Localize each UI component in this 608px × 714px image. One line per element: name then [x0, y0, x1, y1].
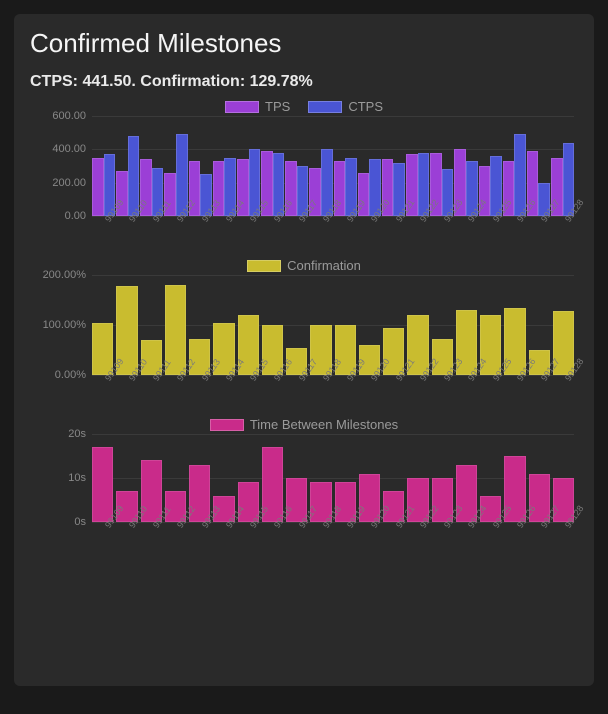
x-tick-label: 99124	[456, 524, 477, 558]
panel-title: Confirmed Milestones	[30, 28, 580, 59]
chart3-legend: Time Between Milestones	[28, 417, 580, 432]
x-tick-label: 99113	[189, 524, 210, 558]
y-tick-label: 0.00%	[32, 369, 86, 381]
y-tick-label: 100.00%	[32, 319, 86, 331]
x-tick-label: 99114	[213, 524, 234, 558]
x-tick-label: 99126	[504, 377, 525, 411]
confirmation-chart: Confirmation 0.00%100.00%200.00% 9910999…	[28, 258, 580, 411]
x-tick-label: 99120	[359, 377, 380, 411]
legend-tps: TPS	[225, 99, 290, 114]
legend-label-confirmation: Confirmation	[287, 258, 361, 273]
x-tick-label: 99109	[92, 524, 113, 558]
legend-ctps: CTPS	[308, 99, 383, 114]
legend-label-tbm: Time Between Milestones	[250, 417, 398, 432]
x-tick-label: 99114	[213, 218, 234, 252]
x-tick-label: 99127	[529, 218, 550, 252]
x-tick-label: 99111	[141, 377, 162, 411]
x-tick-label: 99127	[529, 524, 550, 558]
x-tick-label: 99121	[383, 377, 404, 411]
x-tick-label: 99117	[286, 377, 307, 411]
y-tick-label: 0.00	[32, 210, 86, 222]
x-tick-label: 99120	[359, 218, 380, 252]
x-tick-label: 99126	[504, 524, 525, 558]
x-tick-label: 99120	[359, 524, 380, 558]
x-tick-label: 99116	[262, 218, 283, 252]
x-tick-label: 99109	[92, 377, 113, 411]
x-tick-label: 99119	[335, 377, 356, 411]
legend-label-ctps: CTPS	[348, 99, 383, 114]
x-tick-label: 99118	[310, 218, 331, 252]
x-tick-label: 99123	[432, 218, 453, 252]
x-tick-label: 99124	[456, 218, 477, 252]
x-tick-label: 99128	[553, 377, 574, 411]
x-tick-label: 99111	[141, 218, 162, 252]
x-tick-label: 99113	[189, 377, 210, 411]
legend-swatch-tbm	[210, 419, 244, 431]
x-tick-label: 99117	[286, 218, 307, 252]
y-tick-label: 20s	[32, 428, 86, 440]
x-tick-label: 99127	[529, 377, 550, 411]
x-tick-label: 99118	[310, 524, 331, 558]
x-tick-label: 99115	[238, 377, 259, 411]
x-tick-label: 99117	[286, 524, 307, 558]
x-tick-label: 99119	[335, 218, 356, 252]
x-tick-label: 99115	[238, 218, 259, 252]
y-tick-label: 200.00	[32, 177, 86, 189]
chart2-xaxis: 9910999110991119911299113991149911599116…	[92, 377, 574, 411]
x-tick-label: 99112	[165, 377, 186, 411]
x-tick-label: 99125	[480, 524, 501, 558]
x-tick-label: 99124	[456, 377, 477, 411]
x-tick-label: 99113	[189, 218, 210, 252]
legend-label-tps: TPS	[265, 99, 290, 114]
x-tick-label: 99121	[383, 524, 404, 558]
x-tick-label: 99121	[383, 218, 404, 252]
x-tick-label: 99111	[141, 524, 162, 558]
x-tick-label: 99109	[92, 218, 113, 252]
x-tick-label: 99112	[165, 218, 186, 252]
legend-swatch-confirmation	[247, 260, 281, 272]
chart1-xaxis: 9910999110991119911299113991149911599116…	[92, 218, 574, 252]
tps-ctps-chart: TPS CTPS 0.00200.00400.00600.00 99109991…	[28, 99, 580, 252]
x-tick-label: 99115	[238, 524, 259, 558]
y-tick-label: 200.00%	[32, 269, 86, 281]
x-tick-label: 99112	[165, 524, 186, 558]
y-tick-label: 0s	[32, 516, 86, 528]
x-tick-label: 99114	[213, 377, 234, 411]
panel-subtitle: CTPS: 441.50. Confirmation: 129.78%	[30, 73, 580, 91]
legend-swatch-tps	[225, 101, 259, 113]
x-tick-label: 99116	[262, 524, 283, 558]
x-tick-label: 99122	[407, 524, 428, 558]
legend-tbm: Time Between Milestones	[210, 417, 398, 432]
chart1-legend: TPS CTPS	[28, 99, 580, 114]
x-tick-label: 99122	[407, 377, 428, 411]
legend-confirmation: Confirmation	[247, 258, 361, 273]
y-tick-label: 600.00	[32, 110, 86, 122]
x-tick-label: 99110	[116, 377, 137, 411]
x-tick-label: 99123	[432, 524, 453, 558]
time-between-chart: Time Between Milestones 0s10s20s 9910999…	[28, 417, 580, 558]
dashboard-panel: Confirmed Milestones CTPS: 441.50. Confi…	[14, 14, 594, 686]
x-tick-label: 99116	[262, 377, 283, 411]
y-tick-label: 400.00	[32, 143, 86, 155]
x-tick-label: 99110	[116, 524, 137, 558]
chart3-xaxis: 9910999110991119911299113991149911599116…	[92, 524, 574, 558]
x-tick-label: 99125	[480, 377, 501, 411]
tps-bar	[92, 158, 104, 216]
data-bar	[92, 447, 113, 522]
x-tick-label: 99122	[407, 218, 428, 252]
x-tick-label: 99119	[335, 524, 356, 558]
x-tick-label: 99128	[553, 524, 574, 558]
x-tick-label: 99118	[310, 377, 331, 411]
x-tick-label: 99110	[116, 218, 137, 252]
y-tick-label: 10s	[32, 472, 86, 484]
x-tick-label: 99128	[553, 218, 574, 252]
x-tick-label: 99123	[432, 377, 453, 411]
legend-swatch-ctps	[308, 101, 342, 113]
x-tick-label: 99125	[480, 218, 501, 252]
x-tick-label: 99126	[504, 218, 525, 252]
chart2-legend: Confirmation	[28, 258, 580, 273]
